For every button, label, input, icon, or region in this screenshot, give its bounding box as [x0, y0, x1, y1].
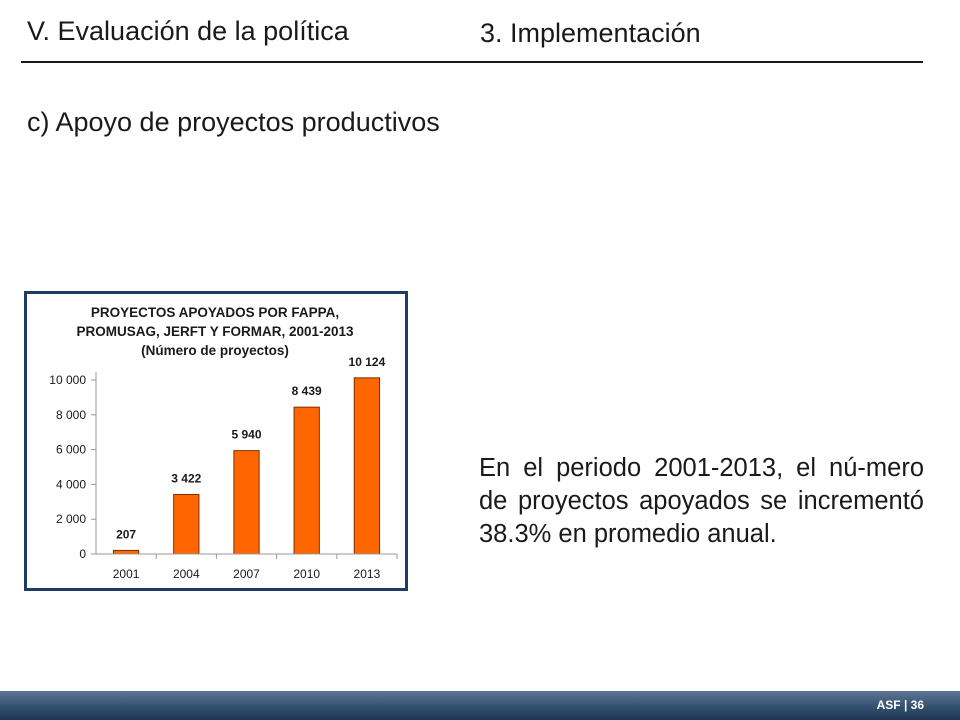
bars [112, 377, 381, 555]
bar-2007 [233, 450, 260, 555]
data-label: 3 422 [171, 471, 201, 485]
bar-2004 [173, 493, 200, 555]
section-title: V. Evaluación de la política [27, 16, 349, 46]
x-tick-label: 2004 [173, 567, 200, 581]
bar-2010 [293, 406, 320, 555]
slide-subtitle: c) Apoyo de proyectos productivos [27, 107, 440, 137]
y-tick-label: 4 000 [56, 477, 86, 491]
y-tick-label: 6 000 [56, 443, 86, 457]
y-tick-label: 0 [79, 547, 86, 561]
bar-2013 [353, 377, 381, 555]
y-tick-label: 2 000 [56, 512, 86, 526]
y-tick-label: 10 000 [49, 373, 86, 387]
data-label: 8 439 [292, 384, 322, 398]
chart-title-line: (Número de proyectos) [141, 343, 289, 358]
chart-title: PROYECTOS APOYADOS POR FAPPA, PROMUSAG, J… [76, 305, 354, 358]
bar-chart: PROYECTOS APOYADOS POR FAPPA, PROMUSAG, J… [49, 305, 398, 581]
x-tick-label: 2001 [113, 567, 140, 581]
chart-title-line: PROMUSAG, JERFT Y FORMAR, 2001-2013 [76, 324, 354, 339]
data-label: 10 124 [349, 355, 386, 369]
bar-2001 [112, 549, 140, 555]
bar-chart-panel: PROYECTOS APOYADOS POR FAPPA, PROMUSAG, J… [24, 291, 408, 591]
page-number: ASF | 36 [876, 698, 924, 712]
data-label: 207 [116, 527, 136, 541]
x-tick-label: 2010 [293, 567, 320, 581]
y-axis-ticks: 0 2 000 4 000 6 000 8 000 10 000 [49, 373, 96, 561]
header-divider [21, 61, 923, 63]
data-label: 5 940 [231, 428, 261, 442]
subsection-title: 3. Implementación [480, 18, 701, 48]
summary-paragraph: En el periodo 2001-2013, el nú-mero de p… [479, 454, 924, 548]
y-tick-label: 8 000 [56, 408, 86, 422]
footer-bar [0, 691, 960, 720]
x-tick-label: 2013 [354, 567, 381, 581]
x-axis-labels: 2001 2004 2007 2010 2013 [113, 554, 398, 581]
x-tick-label: 2007 [233, 567, 260, 581]
data-labels: 207 3 422 5 940 8 439 10 124 [116, 355, 385, 542]
chart-title-line: PROYECTOS APOYADOS POR FAPPA, [91, 305, 339, 320]
